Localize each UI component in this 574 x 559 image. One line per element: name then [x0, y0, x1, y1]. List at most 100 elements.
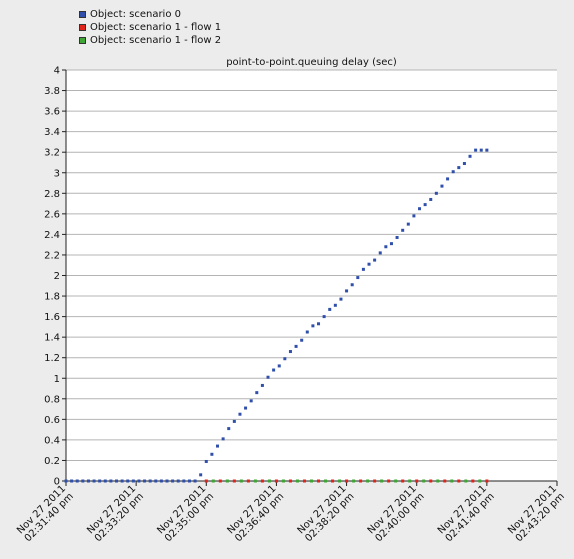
data-point [485, 148, 489, 152]
data-point [387, 479, 391, 483]
y-tick-label: 0.4 [44, 435, 60, 446]
data-point [227, 427, 231, 431]
data-point [246, 479, 250, 483]
data-point [395, 235, 399, 239]
y-tick-label: 0 [54, 477, 60, 488]
data-point [92, 479, 96, 483]
y-tick-label: 2.2 [44, 250, 60, 261]
data-point [148, 479, 152, 483]
data-point [260, 479, 264, 483]
y-tick-label: 1.2 [44, 353, 60, 364]
data-point [457, 166, 461, 170]
legend-item: Object: scenario 1 - flow 1 [79, 21, 221, 34]
data-point [384, 245, 388, 249]
y-tick-label: 3.8 [44, 86, 60, 97]
data-point [352, 479, 356, 483]
data-point [210, 452, 214, 456]
data-point [415, 479, 419, 483]
data-point [288, 350, 292, 354]
data-point [406, 222, 410, 226]
data-point [359, 479, 363, 483]
data-point [339, 297, 343, 301]
y-tick-label: 0.2 [44, 456, 60, 467]
data-point [457, 479, 461, 483]
data-point [356, 276, 360, 280]
y-tick-label: 0.6 [44, 415, 60, 426]
x-tick-label: Nov 27 201102:41:40 pm [436, 483, 497, 544]
x-tick-label: Nov 27 201102:35:00 pm [155, 483, 216, 544]
y-tick-label: 3.2 [44, 148, 60, 159]
data-point [171, 479, 175, 483]
data-point [366, 479, 370, 483]
data-point [274, 479, 278, 483]
data-point [305, 330, 309, 334]
data-point [253, 479, 257, 483]
data-point [311, 324, 315, 328]
data-point [302, 479, 306, 483]
data-point [485, 479, 489, 483]
data-point [131, 479, 135, 483]
data-point [193, 479, 197, 483]
data-point [70, 479, 74, 483]
data-point [115, 479, 119, 483]
data-point [137, 479, 141, 483]
data-point [98, 479, 102, 483]
data-point [232, 419, 236, 423]
data-point [211, 479, 215, 483]
data-point [126, 479, 130, 483]
data-point [423, 203, 427, 207]
data-point [182, 479, 186, 483]
data-point [249, 399, 253, 403]
data-point [317, 322, 321, 326]
data-point [479, 148, 483, 152]
data-point [443, 479, 447, 483]
data-point [204, 479, 208, 483]
data-point [434, 191, 438, 195]
data-point [266, 375, 270, 379]
data-point [238, 412, 242, 416]
data-point [244, 406, 248, 410]
data-point [378, 251, 382, 255]
data-point [109, 479, 113, 483]
x-tick-label: Nov 27 201102:33:20 pm [85, 483, 146, 544]
data-point [218, 479, 222, 483]
data-point [154, 479, 158, 483]
data-point [216, 444, 220, 448]
y-tick-label: 0.8 [44, 394, 60, 405]
data-point [389, 242, 393, 246]
data-point [361, 267, 365, 271]
data-point [422, 479, 426, 483]
data-point [277, 364, 281, 368]
data-point [176, 479, 180, 483]
data-point [478, 479, 482, 483]
data-point [288, 479, 292, 483]
chart-legend: Object: scenario 0 Object: scenario 1 - f… [79, 8, 221, 47]
data-point [260, 383, 264, 387]
x-tick-label: Nov 27 201102:43:20 pm [506, 483, 567, 544]
data-point [86, 479, 90, 483]
legend-label: Object: scenario 1 - flow 2 [90, 35, 222, 46]
legend-swatch [79, 11, 86, 18]
data-point [436, 479, 440, 483]
data-point [462, 162, 466, 166]
legend-item: Object: scenario 0 [79, 8, 221, 21]
data-point [103, 479, 107, 483]
data-point [401, 479, 405, 483]
data-point [440, 184, 444, 188]
legend-item: Object: scenario 1 - flow 2 [79, 34, 221, 47]
data-point [300, 338, 304, 342]
data-point [120, 479, 124, 483]
data-point [322, 315, 326, 319]
legend-swatch [79, 37, 86, 44]
data-point [232, 479, 236, 483]
data-point [159, 479, 163, 483]
data-point [401, 228, 405, 232]
y-tick-label: 1 [54, 374, 60, 385]
x-tick-label: Nov 27 201102:38:20 pm [296, 483, 357, 544]
x-tick-label: Nov 27 201102:31:40 pm [15, 483, 76, 544]
data-point [412, 214, 416, 218]
data-point [373, 258, 377, 262]
y-tick-label: 2.4 [44, 230, 60, 241]
data-point [471, 479, 475, 483]
